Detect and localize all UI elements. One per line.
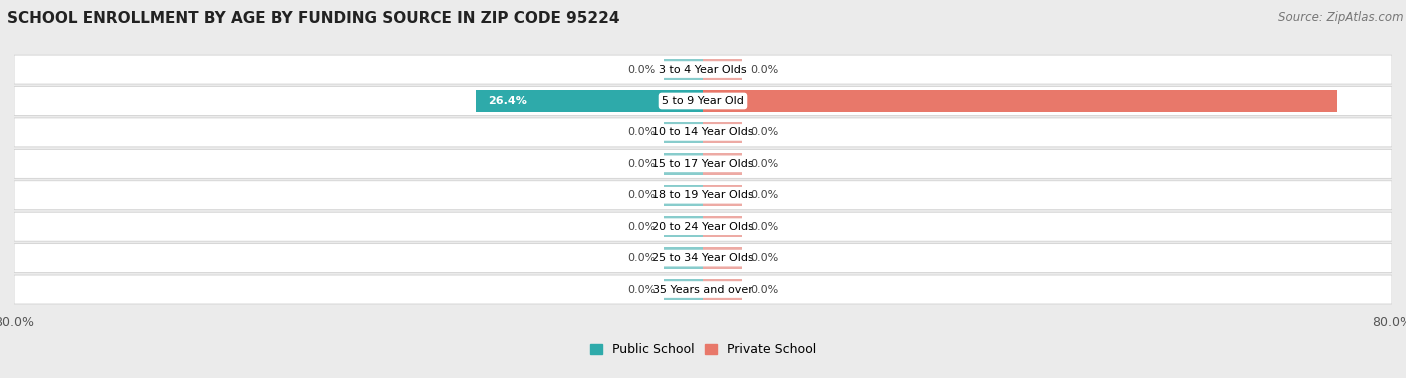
Bar <box>703 59 742 80</box>
Text: 0.0%: 0.0% <box>751 65 779 74</box>
Text: 0.0%: 0.0% <box>627 253 655 263</box>
FancyBboxPatch shape <box>14 244 1392 273</box>
Text: 35 Years and over: 35 Years and over <box>652 285 754 294</box>
Bar <box>664 216 703 237</box>
Text: 0.0%: 0.0% <box>627 190 655 200</box>
Text: 73.6%: 73.6% <box>1340 96 1379 106</box>
Text: 0.0%: 0.0% <box>751 253 779 263</box>
Text: 0.0%: 0.0% <box>751 222 779 232</box>
Bar <box>664 122 703 143</box>
Text: 0.0%: 0.0% <box>751 190 779 200</box>
Text: 3 to 4 Year Olds: 3 to 4 Year Olds <box>659 65 747 74</box>
Text: 0.0%: 0.0% <box>751 285 779 294</box>
Text: Source: ZipAtlas.com: Source: ZipAtlas.com <box>1278 11 1403 24</box>
Text: 5 to 9 Year Old: 5 to 9 Year Old <box>662 96 744 106</box>
Bar <box>703 153 742 175</box>
Text: 0.0%: 0.0% <box>627 127 655 138</box>
FancyBboxPatch shape <box>14 87 1392 115</box>
Bar <box>664 153 703 175</box>
Bar <box>703 90 1337 112</box>
Text: 26.4%: 26.4% <box>488 96 527 106</box>
Text: SCHOOL ENROLLMENT BY AGE BY FUNDING SOURCE IN ZIP CODE 95224: SCHOOL ENROLLMENT BY AGE BY FUNDING SOUR… <box>7 11 620 26</box>
Text: 18 to 19 Year Olds: 18 to 19 Year Olds <box>652 190 754 200</box>
FancyBboxPatch shape <box>14 55 1392 84</box>
Text: 25 to 34 Year Olds: 25 to 34 Year Olds <box>652 253 754 263</box>
Bar <box>475 90 703 112</box>
Text: 0.0%: 0.0% <box>627 285 655 294</box>
Text: 0.0%: 0.0% <box>627 159 655 169</box>
FancyBboxPatch shape <box>14 212 1392 241</box>
Bar <box>664 59 703 80</box>
Bar <box>703 248 742 269</box>
Legend: Public School, Private School: Public School, Private School <box>585 338 821 361</box>
Bar <box>664 248 703 269</box>
Bar <box>703 122 742 143</box>
Bar <box>664 279 703 300</box>
Text: 0.0%: 0.0% <box>627 65 655 74</box>
Text: 15 to 17 Year Olds: 15 to 17 Year Olds <box>652 159 754 169</box>
Text: 0.0%: 0.0% <box>751 127 779 138</box>
Text: 0.0%: 0.0% <box>627 222 655 232</box>
FancyBboxPatch shape <box>14 275 1392 304</box>
FancyBboxPatch shape <box>14 181 1392 210</box>
Text: 20 to 24 Year Olds: 20 to 24 Year Olds <box>652 222 754 232</box>
Bar <box>703 279 742 300</box>
Text: 0.0%: 0.0% <box>751 159 779 169</box>
Bar <box>703 216 742 237</box>
Bar <box>664 184 703 206</box>
FancyBboxPatch shape <box>14 149 1392 178</box>
Bar <box>703 184 742 206</box>
FancyBboxPatch shape <box>14 118 1392 147</box>
Text: 10 to 14 Year Olds: 10 to 14 Year Olds <box>652 127 754 138</box>
